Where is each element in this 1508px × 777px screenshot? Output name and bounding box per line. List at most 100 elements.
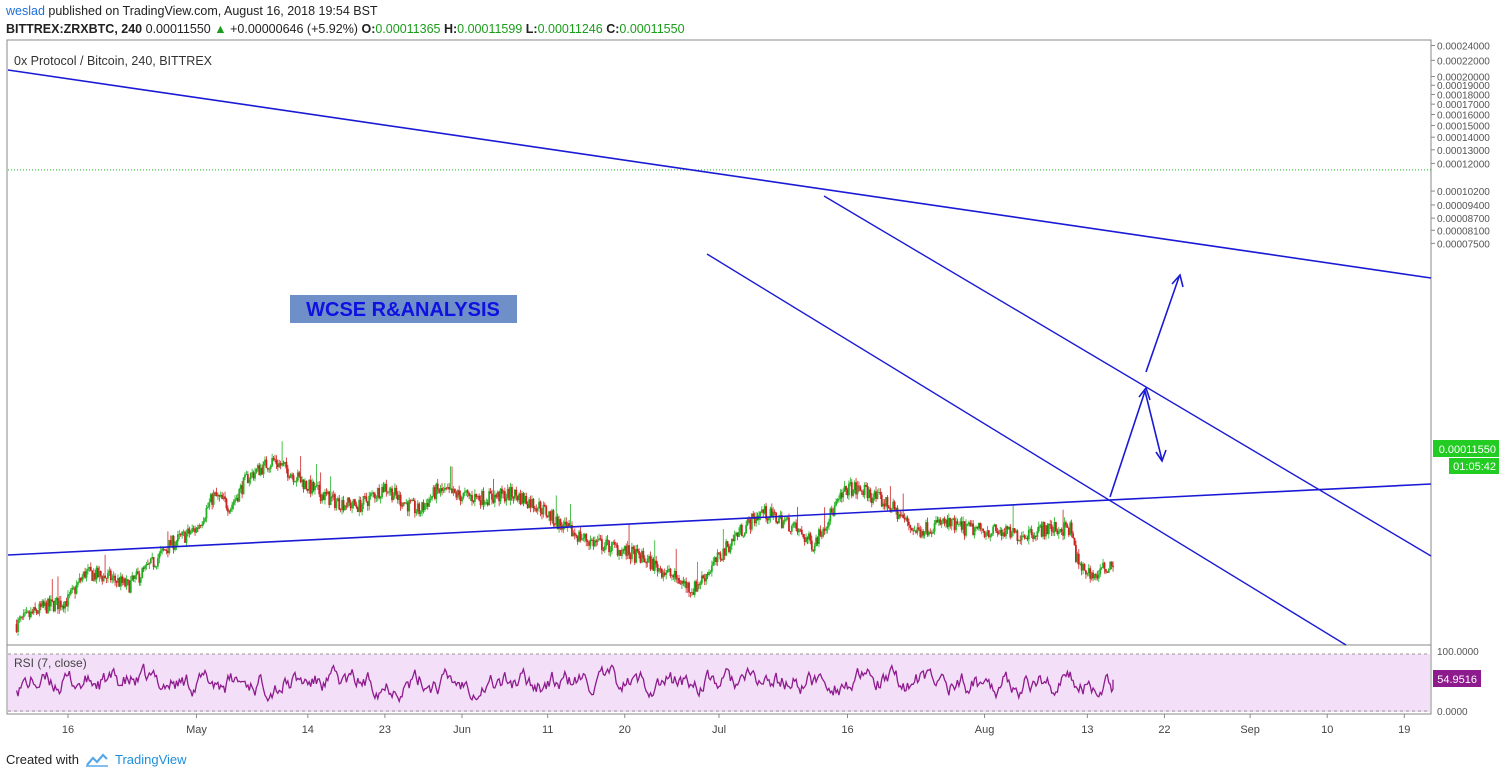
- candle-up: [362, 496, 365, 505]
- candle-down: [858, 485, 860, 487]
- candle-up: [932, 531, 935, 534]
- candle-up: [425, 502, 428, 505]
- candle-down: [606, 539, 609, 541]
- candle-down: [365, 496, 368, 502]
- candle-down: [996, 531, 999, 534]
- candle-up: [947, 517, 950, 527]
- candle-down: [458, 490, 461, 496]
- candle-down: [982, 528, 985, 532]
- candle-up: [538, 501, 541, 509]
- candle-down: [224, 496, 226, 500]
- candle-down: [354, 499, 356, 505]
- candle-down: [433, 487, 436, 499]
- candle-down: [1080, 563, 1083, 571]
- rsi-line: [15, 663, 1114, 704]
- candle-up: [786, 517, 789, 519]
- candle-up: [415, 511, 418, 514]
- candle-up: [332, 494, 335, 498]
- candle-down: [91, 570, 94, 581]
- candle-up: [563, 521, 566, 525]
- candle-up: [421, 502, 423, 513]
- candle-down: [919, 529, 922, 537]
- candle-down: [1026, 537, 1029, 540]
- candle-down: [543, 504, 546, 507]
- candle-up: [98, 571, 101, 578]
- candle-up: [712, 561, 715, 566]
- candle-down: [328, 491, 331, 505]
- candle-down: [909, 525, 912, 528]
- author-link[interactable]: weslad: [6, 4, 45, 18]
- candle-down: [1003, 532, 1006, 537]
- last-price: 0.00011550: [145, 22, 211, 36]
- candle-down: [258, 465, 261, 476]
- candle-down: [334, 494, 336, 508]
- candle-up: [435, 483, 438, 499]
- candle-down: [475, 493, 478, 498]
- candles: [15, 441, 1114, 636]
- candle-up: [49, 599, 52, 607]
- candle-down: [1077, 553, 1080, 565]
- candle-up: [759, 511, 762, 516]
- candle-up: [55, 597, 58, 601]
- candle-down: [576, 536, 579, 542]
- candle-down: [997, 533, 1000, 534]
- candle-up: [683, 581, 686, 584]
- candle-up: [344, 505, 346, 511]
- candle-down: [748, 519, 750, 521]
- candle-up: [852, 489, 855, 496]
- candle-down: [486, 502, 489, 506]
- x-tick-label: 16: [841, 724, 853, 736]
- price-axis[interactable]: 0.00024000 0.00022000 0.000200000.00019000…: [1431, 42, 1490, 251]
- candle-up: [1039, 525, 1042, 527]
- tradingview-link[interactable]: TradingView: [114, 752, 187, 767]
- candle-up: [839, 492, 842, 499]
- candle-down: [692, 592, 695, 595]
- candle-up: [72, 587, 75, 589]
- candle-up: [897, 514, 900, 519]
- candle-up: [381, 486, 383, 497]
- candle-up: [29, 611, 32, 618]
- time-axis[interactable]: 16 May 14 23 Jun 11 20 Jul 16 Aug 13 22 Sep 10 19: [62, 714, 1411, 736]
- candle-down: [104, 575, 106, 579]
- candle-down: [52, 600, 55, 612]
- countdown-badge: 01:05:42: [1449, 458, 1499, 474]
- candle-down: [378, 488, 381, 499]
- candle-up: [1057, 531, 1060, 534]
- candle-down: [124, 578, 126, 587]
- channel-lower-line: [706, 253, 1347, 646]
- candle-up: [419, 512, 422, 514]
- candle-down: [1019, 540, 1022, 542]
- candle-up: [722, 548, 725, 561]
- candle-down: [192, 528, 195, 530]
- candle-down: [1062, 531, 1064, 536]
- candle-up: [148, 562, 151, 565]
- candle-down: [1009, 526, 1012, 538]
- candle-up: [311, 482, 314, 494]
- x-tick-label: Sep: [1240, 724, 1260, 736]
- candle-down: [306, 488, 309, 491]
- candle-up: [185, 533, 188, 543]
- candle-down: [532, 499, 535, 509]
- candle-down: [115, 580, 118, 583]
- arrow-head-down-icon: [1155, 449, 1167, 463]
- chart-title: 0x Protocol / Bitcoin, 240, BITTREX: [14, 54, 213, 68]
- candle-up: [653, 560, 656, 571]
- candle-down: [718, 552, 720, 554]
- candle-down: [519, 493, 522, 505]
- candle-up: [392, 495, 395, 501]
- candle-down: [1083, 564, 1086, 571]
- candle-up: [1012, 528, 1015, 532]
- candle-down: [695, 581, 698, 592]
- candle-down: [322, 494, 325, 501]
- candle-up: [269, 465, 272, 469]
- candle-down: [298, 472, 301, 477]
- candle-down: [762, 509, 765, 514]
- candle-up: [895, 507, 897, 511]
- candle-down: [21, 616, 24, 618]
- candle-down: [529, 499, 532, 508]
- candle-up: [849, 482, 852, 484]
- candle-up: [729, 545, 732, 553]
- candle-up: [295, 480, 298, 482]
- candle-up: [673, 570, 676, 578]
